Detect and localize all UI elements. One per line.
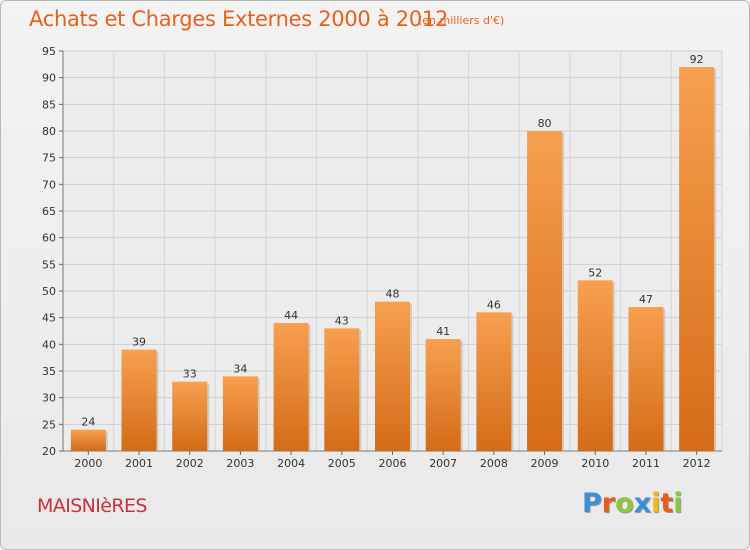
y-tick-label: 60 [42, 232, 56, 245]
bar-2004 [273, 323, 309, 451]
y-tick-label: 90 [42, 72, 56, 85]
bar-2001 [121, 349, 157, 451]
x-tick-label: 2007 [429, 457, 457, 470]
chart-subtitle: (en milliers d'€) [418, 14, 505, 27]
chart-title: Achats et Charges Externes 2000 à 2012 [29, 7, 449, 31]
data-label: 24 [81, 416, 95, 429]
data-label: 33 [183, 368, 197, 381]
x-tick-label: 2008 [480, 457, 508, 470]
x-tick-label: 2011 [632, 457, 660, 470]
y-tick-label: 70 [42, 178, 56, 191]
y-tick-label: 45 [42, 312, 56, 325]
logo-letter: o [615, 488, 634, 519]
y-tick-label: 25 [42, 418, 56, 431]
bar-2009 [527, 131, 563, 451]
x-tick-label: 2001 [125, 457, 153, 470]
logo-letter: P [582, 488, 602, 519]
data-label: 46 [487, 298, 501, 311]
data-label: 41 [436, 325, 450, 338]
bar-2005 [324, 328, 360, 451]
y-tick-label: 85 [42, 98, 56, 111]
data-label: 80 [538, 117, 552, 130]
bar-2007 [425, 339, 461, 451]
y-tick-label: 95 [42, 45, 56, 58]
logo-letter: t [660, 488, 674, 519]
bar-2002 [172, 381, 208, 451]
x-tick-label: 2005 [328, 457, 356, 470]
data-labels: 24 39 33 34 44 43 48 41 46 80 52 47 92 [81, 53, 703, 429]
x-tick-label: 2000 [74, 457, 102, 470]
bar-2006 [375, 301, 410, 451]
x-axis-ticks: 2000 2001 2002 2003 2004 2005 2006 2007 2008 2009… [74, 451, 711, 470]
data-label: 52 [588, 266, 602, 279]
x-tick-label: 2004 [277, 457, 305, 470]
x-tick-label: 2002 [176, 457, 204, 470]
x-tick-label: 2012 [683, 457, 711, 470]
data-label: 47 [639, 293, 653, 306]
data-label: 34 [233, 362, 247, 375]
data-label: 92 [690, 53, 704, 66]
y-tick-label: 65 [42, 205, 56, 218]
logo-letter: i [651, 488, 661, 519]
bar-2003 [222, 376, 258, 451]
x-tick-label: 2010 [581, 457, 609, 470]
proxiti-logo: Proxiti [582, 488, 683, 519]
logo-letter: i [673, 488, 683, 519]
data-label: 48 [386, 288, 400, 301]
logo-letter: r [601, 488, 616, 519]
y-tick-label: 55 [42, 258, 56, 271]
place-name: MAISNIèRES [37, 495, 147, 517]
y-tick-label: 75 [42, 152, 56, 165]
x-tick-label: 2003 [226, 457, 254, 470]
bar-2010 [577, 280, 613, 451]
bar-2000 [70, 429, 106, 451]
x-tick-label: 2006 [379, 457, 407, 470]
data-label: 44 [284, 309, 298, 322]
bar-2008 [476, 312, 512, 451]
y-tick-label: 80 [42, 125, 56, 138]
bars [70, 67, 717, 451]
logo-letter: x [633, 488, 652, 519]
y-tick-label: 35 [42, 365, 56, 378]
y-tick-label: 50 [42, 285, 56, 298]
x-tick-label: 2009 [531, 457, 559, 470]
y-tick-label: 40 [42, 338, 56, 351]
data-label: 43 [335, 314, 349, 327]
y-tick-label: 30 [42, 392, 56, 405]
bar-2011 [628, 307, 664, 451]
data-label: 39 [132, 336, 146, 349]
y-tick-label: 20 [42, 445, 56, 458]
bar-2012 [679, 67, 715, 451]
